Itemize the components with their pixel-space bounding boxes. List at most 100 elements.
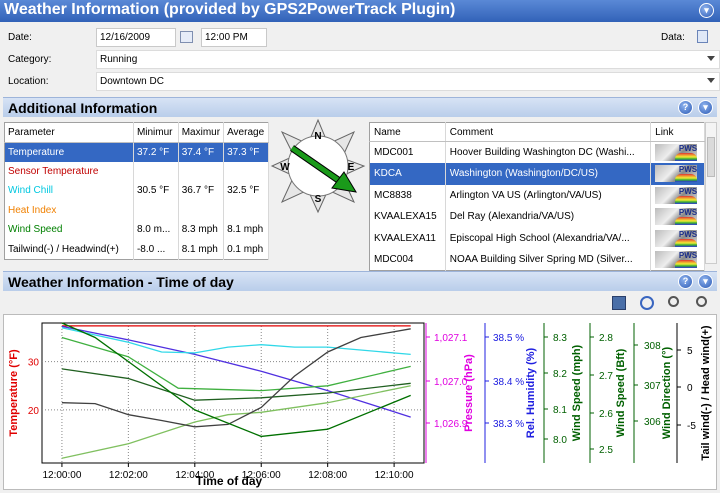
column-header[interactable]: Parameter [4, 122, 134, 143]
parameter-value [178, 200, 225, 220]
parameter-value [133, 200, 179, 220]
help-icon[interactable]: ? [678, 100, 693, 115]
time-field[interactable]: 12:00 PM [201, 28, 267, 47]
pws-link-icon[interactable]: PWS [655, 144, 698, 161]
series-line [61, 368, 411, 401]
parameter-value: 37.3 °F [223, 142, 269, 162]
collapse-icon[interactable]: ▾ [699, 3, 714, 18]
parameter-value: 8.3 mph [178, 220, 225, 240]
column-header[interactable]: Link [650, 122, 705, 142]
zoom-in-icon[interactable] [696, 296, 707, 307]
additional-info-header: Additional Information ? ▾ [3, 97, 717, 117]
x-tick-label: 12:00:00 [42, 470, 81, 481]
station-row[interactable]: MDC001 Hoover Building Washington DC (Was… [369, 141, 705, 163]
y-tick-label: 8.1 [553, 405, 567, 416]
station-link-cell: PWS [650, 249, 705, 271]
station-link-cell: PWS [650, 227, 705, 249]
parameter-value [178, 161, 225, 181]
y-tick-label: 5 [687, 346, 693, 357]
station-name: KVAALEXA11 [369, 227, 446, 249]
table-row[interactable]: Wind Chill 30.5 °F 36.7 °F 32.5 °F [4, 181, 269, 201]
chevron-down-icon [707, 78, 715, 83]
table-row[interactable]: Wind Speed 8.0 m... 8.3 mph 8.1 mph [4, 220, 269, 240]
y-tick-label: 307 [644, 381, 661, 392]
station-row[interactable]: MDC004 NOAA Building Silver Spring MD (Si… [369, 249, 705, 271]
y-tick-label: 38.3 % [493, 419, 524, 430]
pws-link-icon[interactable]: PWS [655, 251, 698, 268]
category-dropdown[interactable]: Running [96, 50, 720, 69]
y-axis-label: Tail wind(-) / Head wind(+) [700, 325, 712, 460]
station-name: KVAALEXA15 [369, 206, 446, 228]
zoom-out-icon[interactable] [668, 296, 679, 307]
column-header[interactable]: Average [223, 122, 269, 143]
column-header[interactable]: Maximur [178, 122, 225, 143]
station-name: MDC001 [369, 141, 446, 163]
column-header[interactable]: Comment [445, 122, 652, 142]
y-tick-label: 8.0 [553, 435, 567, 446]
pws-link-icon[interactable]: PWS [655, 165, 698, 183]
station-row[interactable]: MC8838 Arlington VA US (Arlington/VA/US) P… [369, 184, 705, 206]
date-field[interactable]: 12/16/2009 [96, 28, 176, 47]
station-row[interactable]: KVAALEXA11 Episcopal High School (Alexand… [369, 227, 705, 249]
y-tick-label: 2.7 [599, 371, 613, 382]
table-row[interactable]: Temperature 37.2 °F 37.4 °F 37.3 °F [4, 142, 269, 162]
y-tick-label: 38.4 % [493, 377, 524, 388]
rainbow-icon [675, 195, 698, 204]
y-tick-label: 2.8 [599, 333, 613, 344]
series-line [61, 325, 411, 418]
table-row[interactable]: Heat Index [4, 200, 269, 220]
station-name: KDCA [369, 163, 446, 185]
parameter-value: 30.5 °F [133, 181, 179, 201]
y-axis-label: Pressure (hPa) [463, 354, 475, 432]
series-line [61, 328, 411, 428]
settings-icon[interactable] [640, 296, 654, 310]
station-link-cell: PWS [650, 184, 705, 206]
pws-link-icon[interactable]: PWS [655, 229, 698, 247]
column-header[interactable]: Name [369, 122, 446, 142]
parameter-name: Heat Index [4, 200, 134, 220]
x-tick-label: 12:10:00 [375, 470, 414, 481]
table-row[interactable]: Sensor Temperature [4, 161, 269, 181]
column-header[interactable]: Minimur [133, 122, 179, 143]
x-axis-label: Time of day [196, 474, 263, 488]
pws-label: PWS [678, 165, 698, 175]
pws-label: PWS [678, 251, 698, 260]
station-name: MC8838 [369, 184, 446, 206]
window-title-bar: Weather Information (provided by GPS2Pow… [0, 0, 720, 22]
y-tick-label: 20 [28, 406, 40, 417]
y-axis-label: Wind Speed (mph) [571, 344, 583, 441]
collapse-icon[interactable]: ▾ [698, 274, 713, 289]
y-axis-label: Rel. Humidity (%) [525, 347, 537, 438]
rainbow-icon [675, 238, 698, 247]
y-tick-label: 0 [687, 383, 693, 394]
compass-north: N [314, 131, 321, 142]
compass-south: S [315, 194, 322, 205]
station-comment: NOAA Building Silver Spring MD (Silver..… [445, 249, 652, 271]
y-tick-label: 1,027.1 [434, 333, 468, 344]
y-tick-label: 2.5 [599, 445, 613, 456]
pws-link-icon[interactable]: PWS [655, 186, 698, 204]
table-row[interactable]: Tailwind(-) / Headwind(+) -8.0 ... 8.1 mph… [4, 239, 269, 259]
x-tick-label: 12:04:00 [175, 470, 214, 481]
help-icon[interactable]: ? [678, 274, 693, 289]
station-scrollbar[interactable] [705, 122, 717, 264]
y-tick-label: 2.6 [599, 409, 613, 420]
parameter-value [133, 161, 179, 181]
station-name: MDC004 [369, 249, 446, 271]
station-row[interactable]: KVAALEXA15 Del Ray (Alexandria/VA/US) PWS [369, 206, 705, 228]
parameter-value: 8.1 mph [223, 220, 269, 240]
station-row[interactable]: KDCA Washington (Washington/DC/US) PWS [369, 163, 705, 185]
pws-label: PWS [678, 186, 698, 196]
pws-link-icon[interactable]: PWS [655, 208, 698, 226]
calendar-icon[interactable] [180, 31, 193, 43]
y-axis-label: Temperature (°F) [8, 349, 20, 437]
wind-direction-compass: N E S W [270, 118, 366, 214]
scrollbar-thumb[interactable] [707, 137, 715, 177]
location-dropdown[interactable]: Downtown DC [96, 72, 720, 91]
data-table-icon[interactable] [697, 30, 708, 43]
save-icon[interactable] [612, 296, 626, 310]
collapse-icon[interactable]: ▾ [698, 100, 713, 115]
rainbow-icon [675, 153, 698, 161]
station-link-cell: PWS [650, 206, 705, 228]
rainbow-icon [675, 217, 698, 226]
